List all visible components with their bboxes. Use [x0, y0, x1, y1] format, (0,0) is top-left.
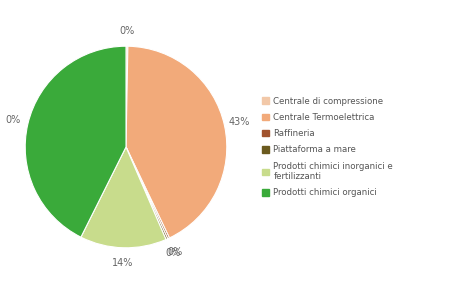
Wedge shape	[126, 46, 128, 147]
Text: 0%: 0%	[5, 115, 21, 125]
Text: 0%: 0%	[167, 247, 183, 257]
Wedge shape	[126, 46, 227, 238]
Wedge shape	[126, 147, 168, 240]
Text: 0%: 0%	[119, 26, 135, 36]
Wedge shape	[25, 46, 126, 237]
Text: 0%: 0%	[165, 248, 180, 258]
Wedge shape	[126, 147, 169, 239]
Wedge shape	[81, 147, 166, 248]
Text: 14%: 14%	[112, 258, 134, 268]
Text: 43%: 43%	[229, 118, 250, 128]
Legend: Centrale di compressione, Centrale Termoelettrica, Raffineria, Piattaforma a mar: Centrale di compressione, Centrale Termo…	[261, 96, 394, 198]
